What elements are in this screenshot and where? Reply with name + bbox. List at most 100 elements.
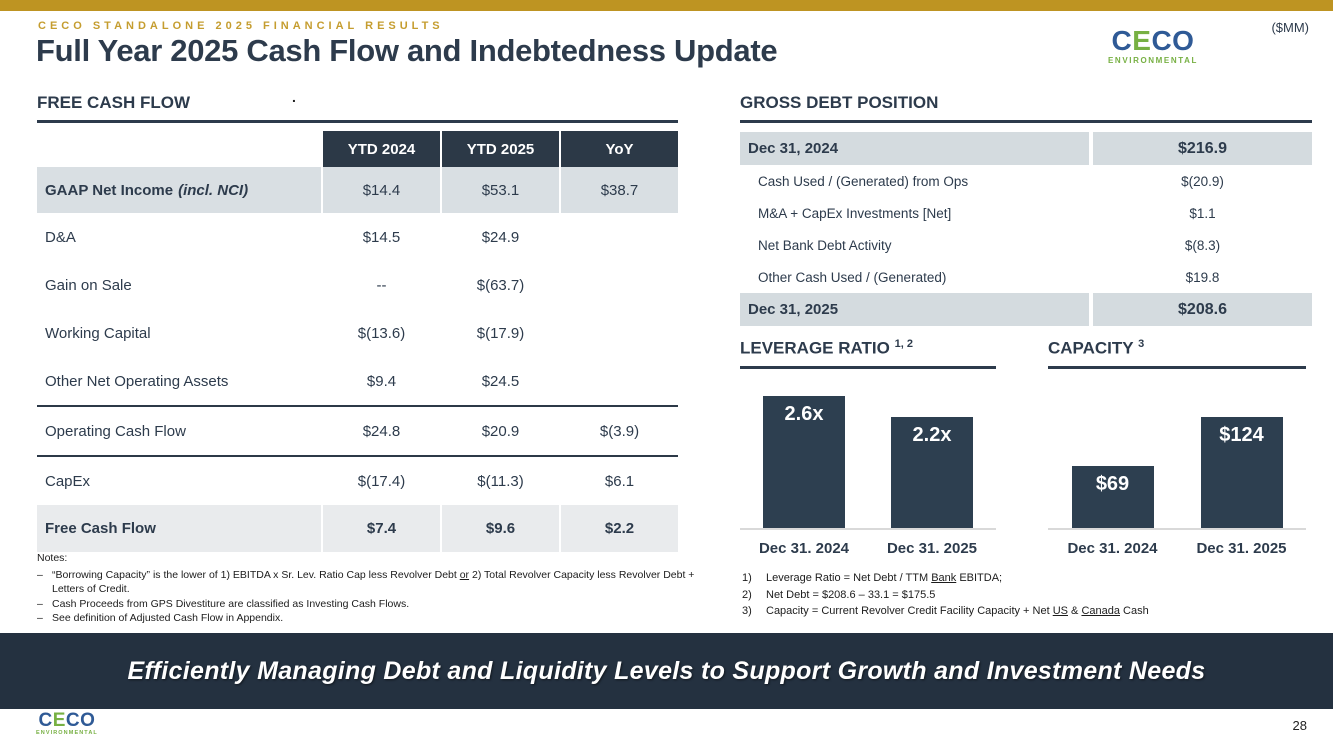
x-axis-label: Dec 31. 2025 xyxy=(886,539,978,557)
fcf-col-header: YTD 2025 xyxy=(442,131,559,167)
x-axis-label: Dec 31. 2024 xyxy=(1067,539,1158,557)
ceco-logo-word: CECO xyxy=(1108,27,1198,55)
chart-title: LEVERAGE RATIO xyxy=(740,338,890,358)
row-label-text: GAAP Net Income xyxy=(45,181,174,199)
fcf-cell: $38.7 xyxy=(561,167,678,213)
leverage-ratio-chart: LEVERAGE RATIO 1, 2 2.6x 2.2x Dec 31. 202… xyxy=(740,338,996,557)
table-row: Cash Used / (Generated) from Ops $(20.9) xyxy=(740,165,1312,197)
bar-slot: $124 xyxy=(1177,376,1306,528)
fcf-cell: $20.9 xyxy=(481,422,520,440)
leverage-ratio-heading: LEVERAGE RATIO 1, 2 xyxy=(740,338,996,369)
fcf-row-label: Gain on Sale xyxy=(45,276,132,294)
table-row: D&A $14.5 $24.9 xyxy=(37,213,678,261)
table-row: Dec 31, 2024 $216.9 xyxy=(740,132,1312,165)
units-label: ($MM) xyxy=(1271,20,1309,35)
capacity-x-axis: Dec 31. 2024 Dec 31. 2025 xyxy=(1048,540,1306,557)
logo-letter: C xyxy=(1151,25,1173,56)
table-row: Other Net Operating Assets $9.4 $24.5 xyxy=(37,357,678,405)
debt-row-value: $19.8 xyxy=(1185,269,1220,285)
ceco-logo-subtext: ENVIRONMENTAL xyxy=(36,730,98,736)
chart-title: CAPACITY xyxy=(1048,338,1134,358)
fcf-cell: $7.4 xyxy=(323,505,440,552)
table-row: Other Cash Used / (Generated) $19.8 xyxy=(740,261,1312,293)
fcf-cell: $(17.4) xyxy=(357,472,406,490)
footnote-number: 3) xyxy=(742,605,752,617)
fcf-cell xyxy=(561,357,678,405)
fcf-cell: $(3.9) xyxy=(599,422,640,440)
fcf-row-label: Free Cash Flow xyxy=(37,505,321,552)
note-text-part: “Borrowing Capacity” is the lower of 1) … xyxy=(52,569,460,582)
x-axis-label: Dec 31. 2024 xyxy=(758,539,850,557)
footnote-part: Leverage Ratio = Net Debt / TTM xyxy=(766,572,932,584)
note-bullet: – xyxy=(37,597,43,610)
note-item: – See definition of Adjusted Cash Flow i… xyxy=(37,611,705,625)
fcf-cell: $53.1 xyxy=(442,167,559,213)
footnote-text: Capacity = Current Revolver Credit Facil… xyxy=(766,605,1149,617)
debt-row-label: Net Bank Debt Activity xyxy=(758,237,892,253)
footnote-underlined: Canada xyxy=(1081,605,1120,617)
ceco-logo-word: CECO xyxy=(36,711,98,730)
debt-row-label: Cash Used / (Generated) from Ops xyxy=(758,173,969,189)
footnote-part: EBITDA; xyxy=(956,572,1003,584)
bar-dec-31-2025: 2.2x xyxy=(891,416,973,528)
fcf-table-header-row: YTD 2024 YTD 2025 YoY xyxy=(37,131,678,167)
fcf-cell: $14.5 xyxy=(362,228,401,246)
note-text-underlined: or xyxy=(459,569,470,582)
debt-row-value: $208.6 xyxy=(1093,293,1312,326)
table-row: GAAP Net Income (incl. NCI) $14.4 $53.1 $… xyxy=(37,167,678,213)
capacity-chart: CAPACITY 3 $69 $124 Dec 31. 2024 Dec 31. 2… xyxy=(1048,338,1306,557)
footnote-text: Net Debt = $208.6 – 33.1 = $175.5 xyxy=(766,589,935,601)
fcf-cell: $24.5 xyxy=(481,372,520,390)
note-item: – “Borrowing Capacity” is the lower of 1… xyxy=(37,568,705,596)
free-cash-flow-section: FREE CASH FLOW . YTD 2024 YTD 2025 YoY G… xyxy=(37,89,678,552)
capacity-heading: CAPACITY 3 xyxy=(1048,338,1306,369)
note-bullet: – xyxy=(37,569,43,582)
gross-debt-heading: GROSS DEBT POSITION xyxy=(740,93,1312,123)
table-row: Net Bank Debt Activity $(8.3) xyxy=(740,229,1312,261)
fcf-col-header: YTD 2024 xyxy=(323,131,440,167)
footnote: 3) Capacity = Current Revolver Credit Fa… xyxy=(742,605,1322,617)
note-text: See definition of Adjusted Cash Flow in … xyxy=(52,611,283,625)
footnote-part: Cash xyxy=(1120,605,1149,617)
fcf-cell xyxy=(561,309,678,357)
table-row: Dec 31, 2025 $208.6 xyxy=(740,293,1312,326)
chart-title-footnote-marker: 3 xyxy=(1138,338,1145,350)
table-row: Working Capital $(13.6) $(17.9) xyxy=(37,309,678,357)
chart-title-footnote-marker: 1, 2 xyxy=(894,338,913,350)
capacity-plot: $69 $124 xyxy=(1048,376,1306,530)
debt-row-value: $(8.3) xyxy=(1184,237,1221,253)
takeaway-banner-text: Efficiently Managing Debt and Liquidity … xyxy=(127,656,1206,685)
note-text-part: 2) Total Revolver Capacity less Revolver… xyxy=(52,569,695,596)
fcf-row-label: Other Net Operating Assets xyxy=(45,372,229,390)
notes-label: Notes: xyxy=(37,552,68,564)
bar-dec-31-2025: $124 xyxy=(1200,416,1283,528)
page-title: Full Year 2025 Cash Flow and Indebtednes… xyxy=(36,33,778,68)
fcf-cell: $24.8 xyxy=(362,422,401,440)
footnote-part: Capacity = Current Revolver Credit Facil… xyxy=(766,605,1053,617)
ceco-logo: CECO ENVIRONMENTAL xyxy=(1108,27,1198,65)
table-row: Free Cash Flow $7.4 $9.6 $2.2 xyxy=(37,505,678,552)
leverage-ratio-x-axis: Dec 31. 2024 Dec 31. 2025 xyxy=(740,540,996,557)
fcf-cell: $(17.9) xyxy=(476,324,525,342)
footnote-part: Net Debt = $208.6 – 33.1 = $175.5 xyxy=(766,588,936,601)
logo-letter: C xyxy=(38,710,53,731)
top-accent-bar xyxy=(0,0,1333,11)
charts-area: LEVERAGE RATIO 1, 2 2.6x 2.2x Dec 31. 202… xyxy=(740,338,1312,570)
fcf-cell xyxy=(561,213,678,261)
bar-slot: 2.6x xyxy=(740,376,868,528)
debt-row-label: Dec 31, 2024 xyxy=(740,132,1089,165)
eyebrow-text: CECO STANDALONE 2025 FINANCIAL RESULTS xyxy=(38,20,444,32)
logo-letter: O xyxy=(1172,25,1195,56)
fcf-row-label: GAAP Net Income (incl. NCI) xyxy=(37,167,321,213)
fcf-cell: $24.9 xyxy=(481,228,520,246)
footnote-underlined: US xyxy=(1052,605,1068,617)
logo-letter: C xyxy=(1111,25,1133,56)
fcf-cell: $(13.6) xyxy=(357,324,406,342)
table-row: Operating Cash Flow $24.8 $20.9 $(3.9) xyxy=(37,405,678,455)
fcf-row-label: Working Capital xyxy=(45,324,151,342)
footnote-number: 2) xyxy=(742,588,752,601)
table-row: M&A + CapEx Investments [Net] $1.1 xyxy=(740,197,1312,229)
fcf-cell: $6.1 xyxy=(604,472,635,490)
footnote: 1) Leverage Ratio = Net Debt / TTM Bank … xyxy=(742,572,1322,584)
